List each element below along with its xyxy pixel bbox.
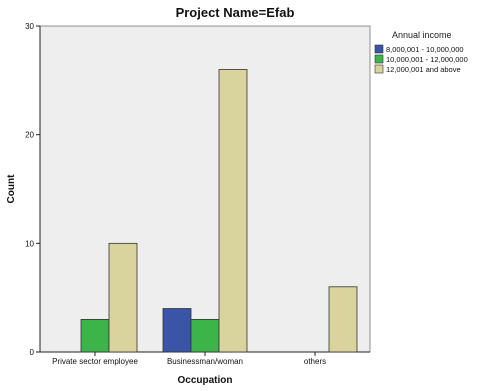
legend: Annual income 8,000,001 - 10,000,00010,0…: [374, 30, 468, 74]
x-tick-label: Businessman/woman: [167, 357, 243, 366]
bar: [80, 318, 110, 353]
legend-swatch: [374, 64, 384, 74]
bars: [80, 69, 358, 353]
y-tick-label: 30: [25, 22, 34, 31]
bar: [108, 242, 138, 353]
legend-title: Annual income: [392, 30, 452, 40]
bar: [218, 69, 248, 353]
legend-label: 12,000,001 and above: [386, 65, 461, 74]
y-tick-label: 10: [25, 239, 34, 248]
y-tick-label: 20: [25, 131, 34, 140]
x-tick-label: others: [304, 357, 326, 366]
legend-swatch: [374, 44, 384, 54]
y-axis: 0 10 20 30: [25, 22, 40, 357]
plot-area: [39, 25, 371, 353]
legend-label: 8,000,001 - 10,000,000: [386, 45, 464, 54]
y-tick-label: 0: [30, 348, 35, 357]
bar: [328, 286, 358, 353]
chart-title: Project Name=Efab: [176, 5, 295, 20]
legend-label: 10,000,001 - 12,000,000: [386, 55, 468, 64]
x-axis: Private sector employee Businessman/woman…: [52, 352, 326, 366]
y-axis-title: Count: [6, 174, 17, 204]
bar: [190, 318, 220, 353]
bar: [162, 308, 192, 353]
x-tick-label: Private sector employee: [52, 357, 138, 366]
x-axis-title: Occupation: [177, 375, 232, 386]
legend-swatch: [374, 54, 384, 64]
